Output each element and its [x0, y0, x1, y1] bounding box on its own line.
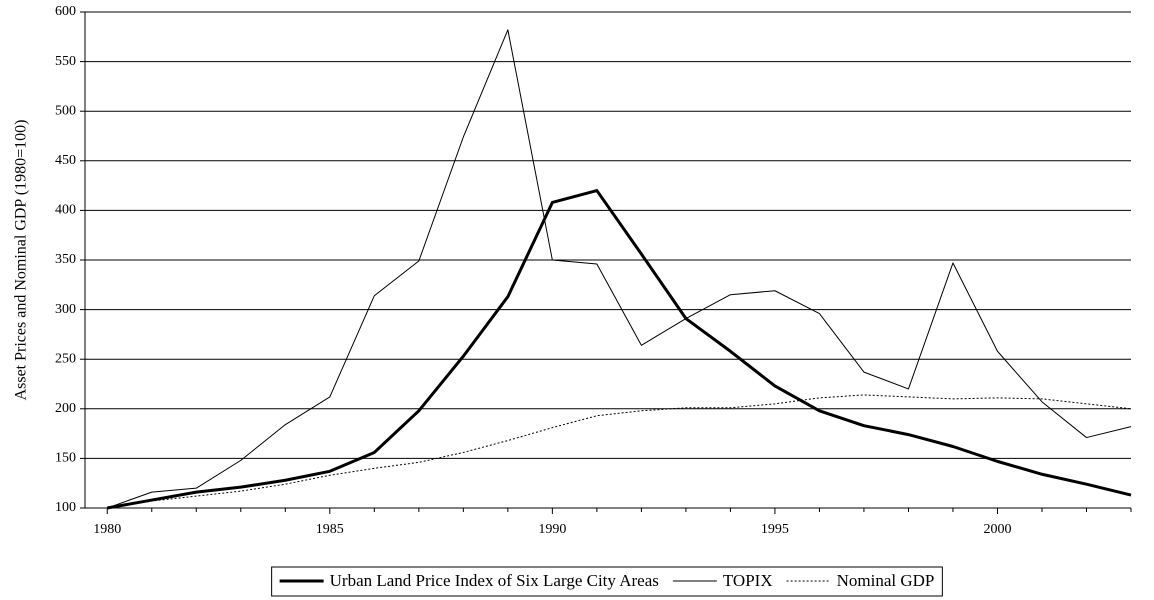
x-tick-label: 1985	[316, 522, 344, 537]
y-tick-label: 600	[55, 4, 76, 19]
y-tick-label: 250	[55, 351, 76, 366]
legend-label: Nominal GDP	[837, 571, 935, 590]
y-tick-label: 450	[55, 153, 76, 168]
x-tick-label: 1990	[538, 522, 566, 537]
y-tick-label: 500	[55, 103, 76, 118]
legend-label: TOPIX	[723, 571, 773, 590]
y-tick-label: 150	[55, 451, 76, 466]
y-axis-label: Asset Prices and Nominal GDP (1980=100)	[13, 120, 30, 401]
y-tick-label: 400	[55, 203, 76, 218]
legend-box	[271, 566, 943, 597]
x-tick-label: 2000	[983, 522, 1011, 537]
y-tick-label: 200	[55, 401, 76, 416]
y-tick-label: 550	[55, 54, 76, 69]
y-tick-label: 300	[55, 302, 76, 317]
series-line	[107, 29, 1132, 509]
x-tick-label: 1980	[93, 522, 121, 537]
series-line	[106, 189, 1132, 510]
x-tick-label: 1995	[761, 522, 789, 537]
legend-label: Urban Land Price Index of Six Large City…	[330, 571, 659, 590]
y-tick-label: 350	[55, 252, 76, 267]
y-tick-label: 100	[55, 500, 76, 515]
series-line	[107, 394, 1132, 509]
